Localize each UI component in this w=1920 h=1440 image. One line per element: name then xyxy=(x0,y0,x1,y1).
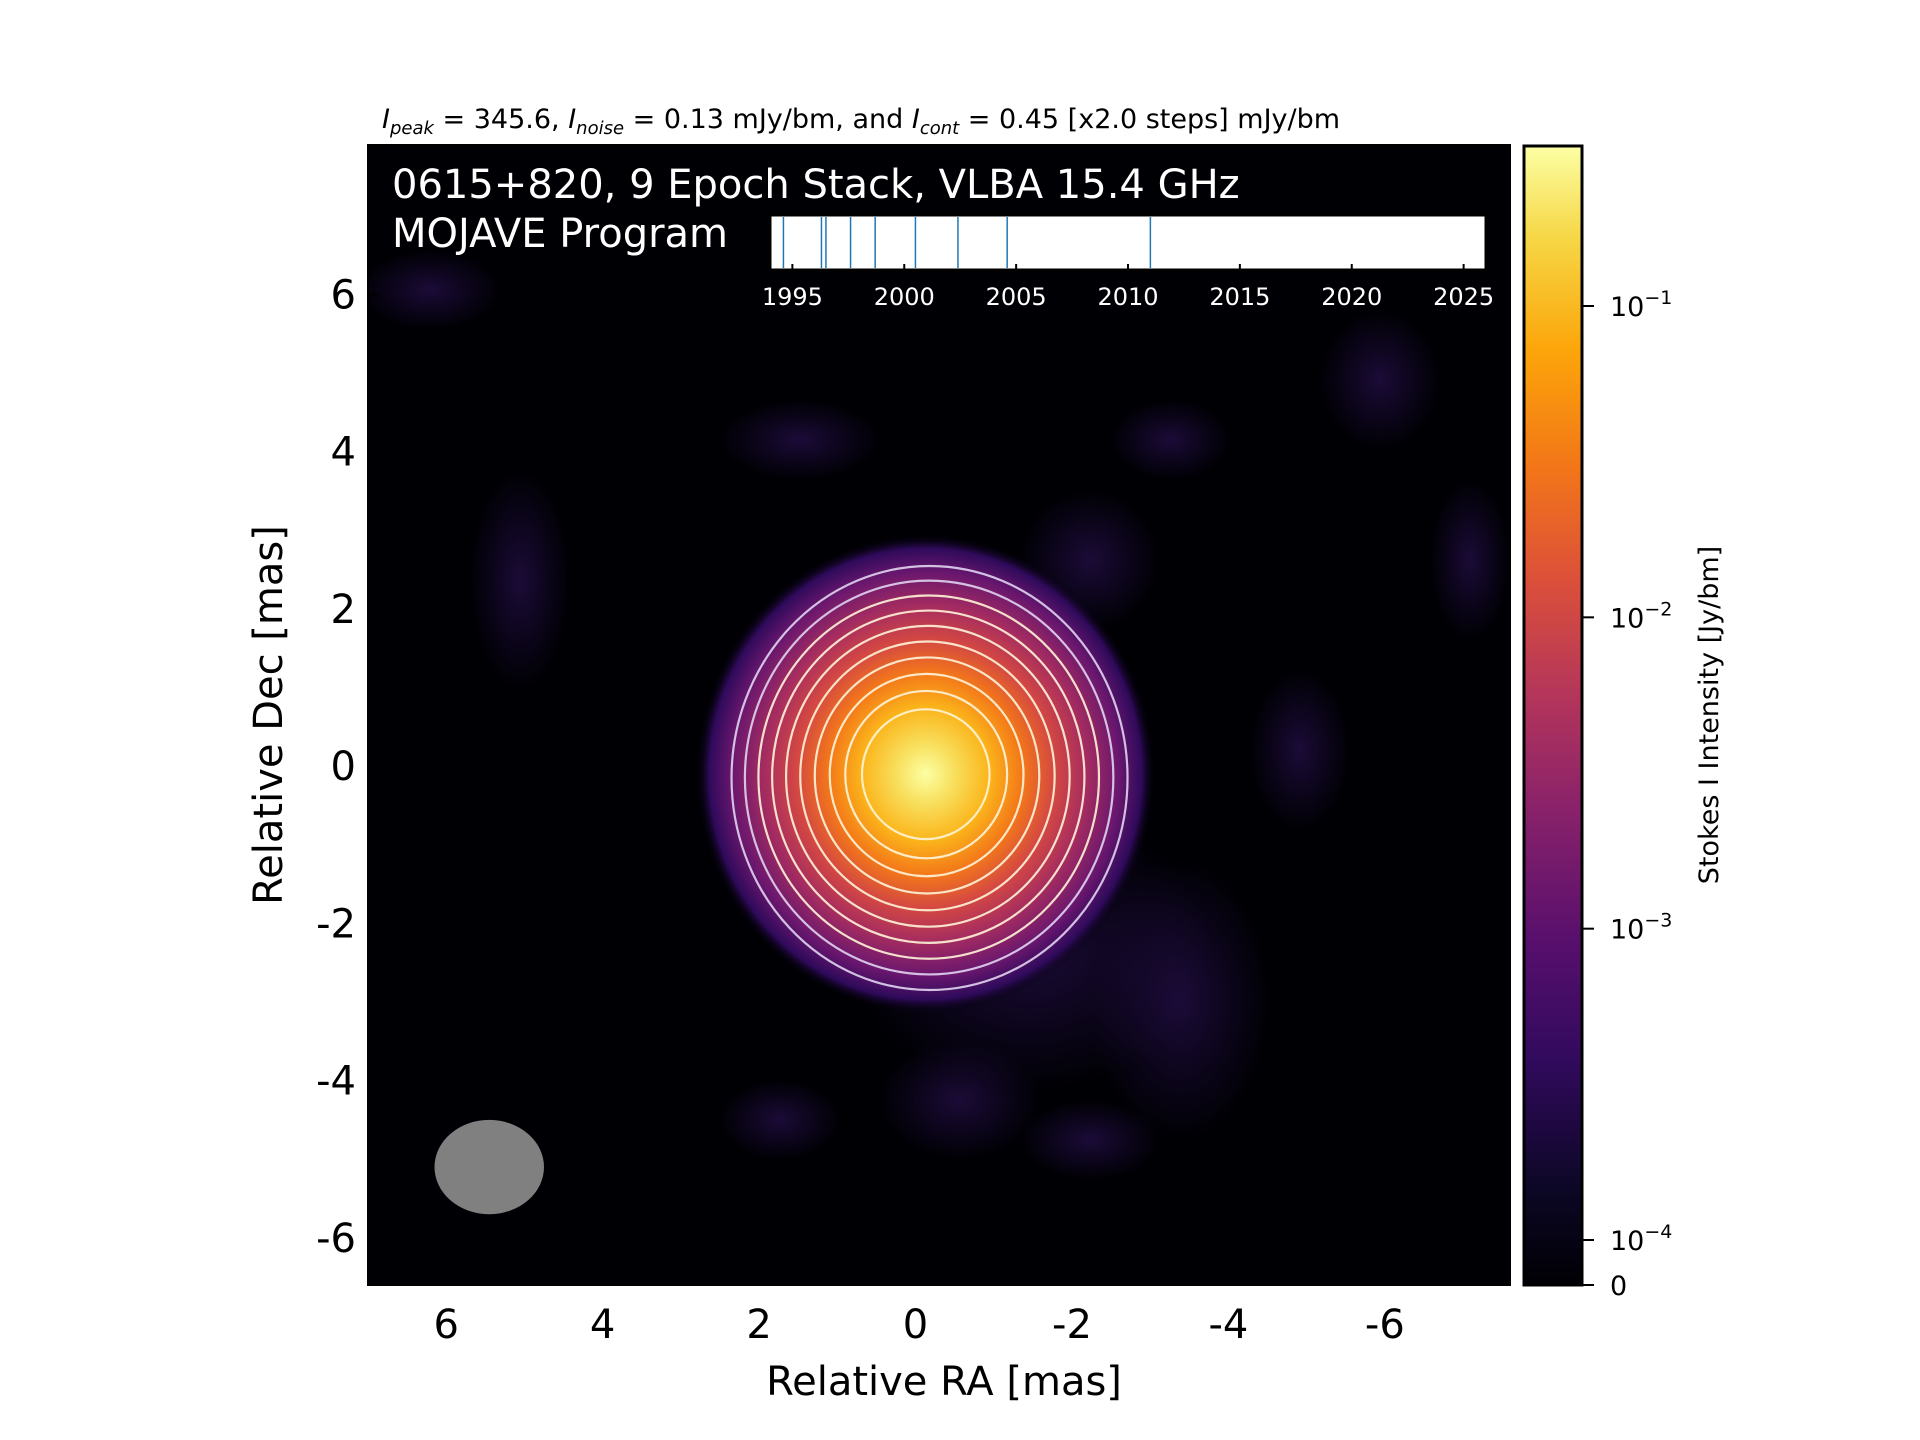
x-tick-label: 6 xyxy=(433,1302,458,1348)
x-axis: 6 4 2 0 -2 -4 -6 xyxy=(433,1275,1405,1348)
colorbar-tick-label: 10−3 xyxy=(1610,910,1672,946)
epoch-tick-label: 2005 xyxy=(986,283,1047,311)
epoch-axis: 1995 2000 2005 2010 2015 2020 2025 xyxy=(762,264,1494,311)
epoch-tick-label: 1995 xyxy=(762,283,823,311)
image-panel: 6 4 2 0 -2 -4 -6 6 4 2 0 -2 -4 -6 xyxy=(316,144,1511,1348)
colorbar-label: Stokes I Intensity [Jy/bm] xyxy=(1694,546,1725,884)
y-tick-label: -6 xyxy=(316,1216,356,1262)
y-axis: 6 4 2 0 -2 -4 -6 xyxy=(316,272,378,1262)
plot-title: Ipeak = 345.6, Inoise = 0.13 mJy/bm, and… xyxy=(382,104,1340,139)
epoch-tick-label: 2010 xyxy=(1097,283,1158,311)
epoch-tick-label: 2020 xyxy=(1321,283,1382,311)
plot-frame xyxy=(367,144,1511,1286)
contour-set xyxy=(730,564,1129,992)
colorbar: 10−1 10−2 10−3 10−4 0 Stokes I Intensity [Jy… xyxy=(1522,144,1725,1302)
source-annotation-line1: 0615+820, 9 Epoch Stack, VLBA 15.4 GHz xyxy=(392,162,1240,208)
contour-2 xyxy=(757,594,1101,960)
x-tick-label: -6 xyxy=(1365,1302,1405,1348)
epoch-inset-frame xyxy=(768,213,1488,272)
y-tick-label: 0 xyxy=(331,744,356,790)
x-tick-label: 0 xyxy=(903,1302,928,1348)
x-axis-label: Relative RA [mas] xyxy=(766,1359,1122,1405)
contour-3 xyxy=(771,609,1086,944)
contour-8 xyxy=(844,689,1009,860)
y-tick-label: -4 xyxy=(316,1059,356,1105)
colorbar-tick-label: 10−4 xyxy=(1610,1221,1672,1257)
y-tick-label: 6 xyxy=(331,272,356,318)
contour-7 xyxy=(828,672,1025,878)
y-tick-label: 4 xyxy=(331,430,356,476)
colorbar-axis: 10−1 10−2 10−3 10−4 0 xyxy=(1582,287,1672,1302)
colorbar-tick-label: 10−2 xyxy=(1610,598,1672,634)
y-tick-label: 2 xyxy=(331,587,356,633)
y-axis-label: Relative Dec [mas] xyxy=(246,525,292,905)
contour-0 xyxy=(730,564,1129,992)
source-emission xyxy=(695,533,1156,1014)
colorbar-gradient xyxy=(1522,144,1584,1287)
contour-9 xyxy=(860,708,991,841)
contour-6 xyxy=(813,656,1041,895)
colorbar-tick-label: 10−1 xyxy=(1610,287,1672,323)
x-tick-label: -2 xyxy=(1052,1302,1092,1348)
epoch-tick-label: 2015 xyxy=(1209,283,1270,311)
epoch-tick-label: 2025 xyxy=(1433,283,1494,311)
source-annotation-line2: MOJAVE Program xyxy=(392,211,728,257)
epoch-inset: 1995 2000 2005 2010 2015 2020 2025 xyxy=(762,213,1494,311)
contour-1 xyxy=(743,579,1115,976)
x-tick-label: 4 xyxy=(590,1302,615,1348)
contour-5 xyxy=(799,640,1056,912)
x-tick-label: 2 xyxy=(746,1302,771,1348)
epoch-lines xyxy=(782,217,1152,268)
epoch-tick-label: 2000 xyxy=(874,283,935,311)
contour-4 xyxy=(784,624,1071,928)
y-tick-label: -2 xyxy=(316,901,356,947)
x-tick-label: -4 xyxy=(1208,1302,1248,1348)
colorbar-tick-label: 0 xyxy=(1610,1271,1627,1302)
beam-ellipse xyxy=(434,1119,544,1215)
